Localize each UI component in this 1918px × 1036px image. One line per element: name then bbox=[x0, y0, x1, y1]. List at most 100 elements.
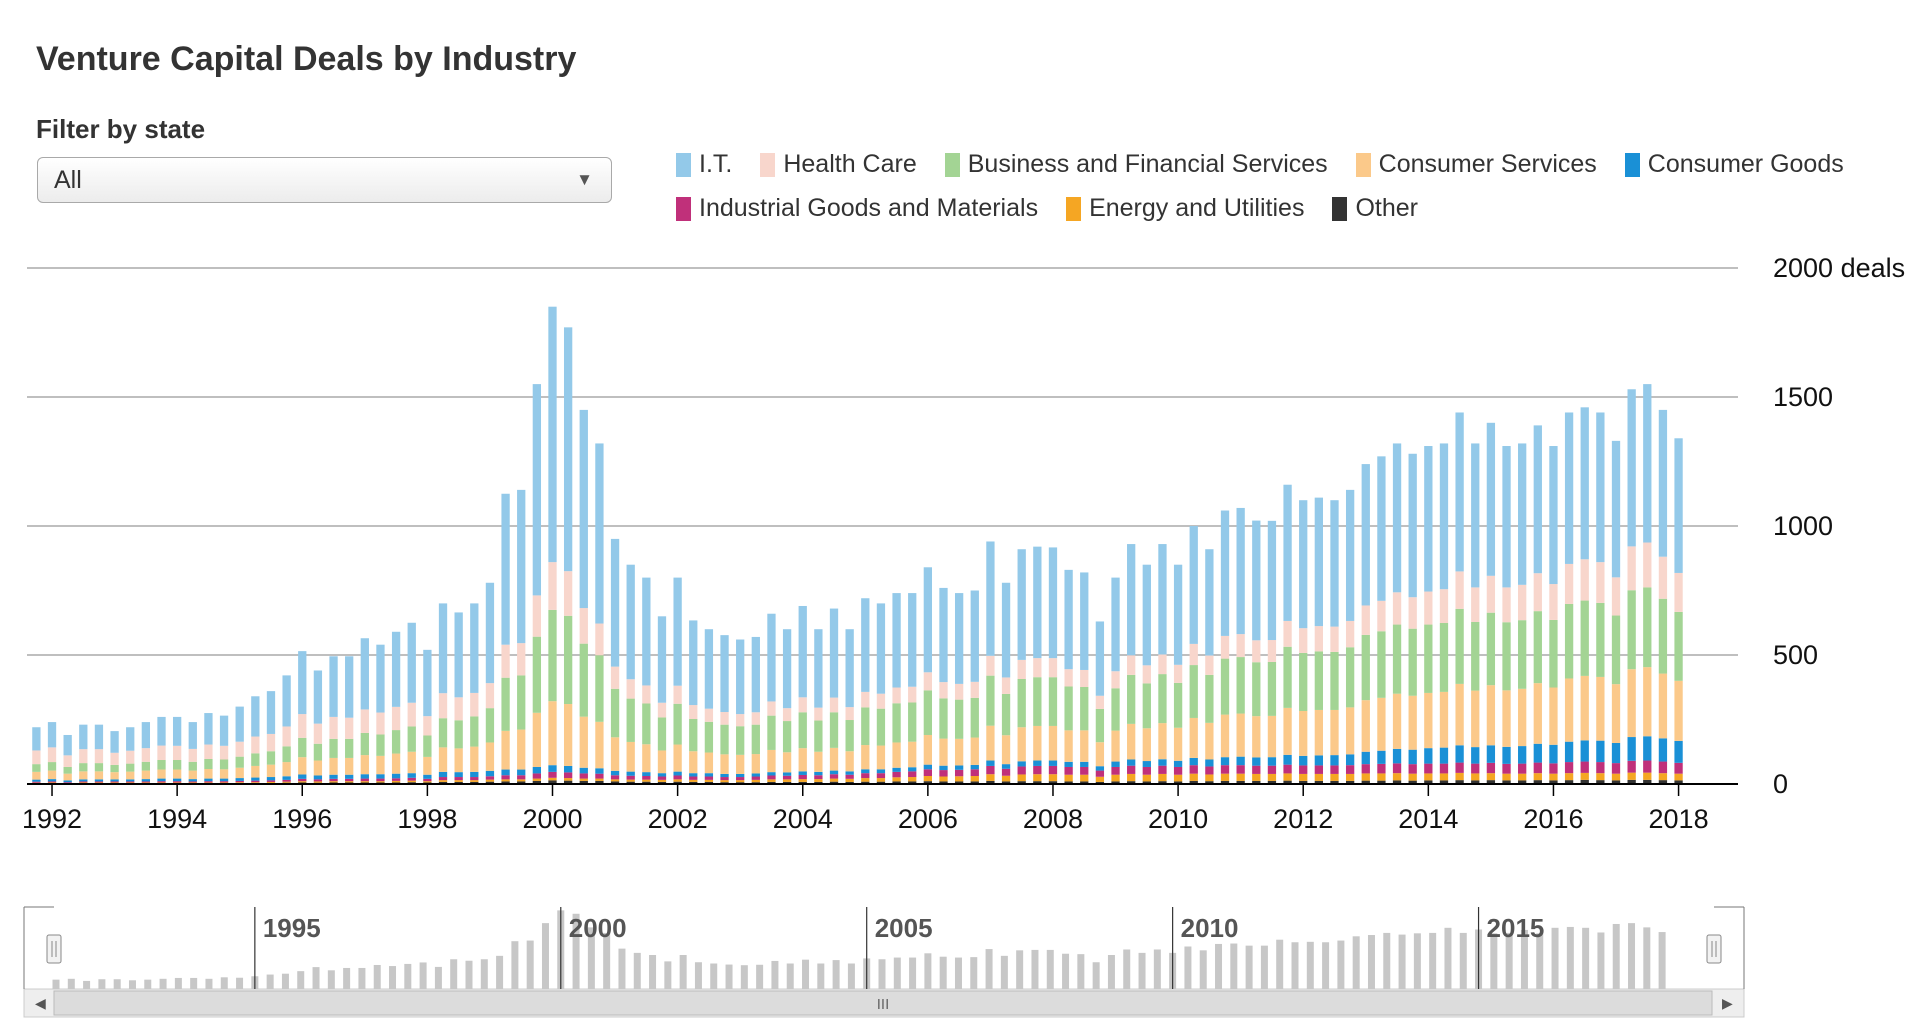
bar-segment[interactable] bbox=[704, 752, 714, 774]
bar-segment[interactable] bbox=[1502, 746, 1511, 764]
bar-segment[interactable] bbox=[908, 593, 917, 687]
bar-segment[interactable] bbox=[1596, 676, 1605, 741]
bar-segment[interactable] bbox=[1611, 780, 1621, 784]
bar-segment[interactable] bbox=[782, 721, 792, 753]
bar-segment[interactable] bbox=[376, 781, 385, 783]
bar-segment[interactable] bbox=[1502, 446, 1511, 588]
bar-segment[interactable] bbox=[298, 757, 307, 775]
bar-segment[interactable] bbox=[1220, 635, 1230, 659]
bar-segment[interactable] bbox=[79, 779, 88, 782]
bar-segment[interactable] bbox=[485, 779, 495, 782]
bar-segment[interactable] bbox=[1345, 647, 1355, 708]
bar-segment[interactable] bbox=[1142, 683, 1151, 729]
bar-segment[interactable] bbox=[517, 769, 526, 776]
bar-segment[interactable] bbox=[595, 655, 604, 722]
bar-segment[interactable] bbox=[94, 724, 104, 750]
bar-segment[interactable] bbox=[1424, 763, 1433, 774]
bar-segment[interactable] bbox=[532, 712, 542, 767]
bar-segment[interactable] bbox=[939, 781, 948, 784]
bar-segment[interactable] bbox=[1580, 740, 1589, 762]
bar-segment[interactable] bbox=[423, 756, 432, 775]
bar-segment[interactable] bbox=[923, 567, 933, 673]
bar-segment[interactable] bbox=[970, 776, 979, 782]
bar-segment[interactable] bbox=[298, 778, 307, 782]
bar-segment[interactable] bbox=[673, 779, 682, 782]
bar-segment[interactable] bbox=[1205, 549, 1214, 656]
bar-segment[interactable] bbox=[939, 765, 948, 771]
bar-segment[interactable] bbox=[423, 735, 432, 757]
bar-segment[interactable] bbox=[1252, 640, 1261, 663]
bar-segment[interactable] bbox=[1549, 619, 1558, 688]
bar-segment[interactable] bbox=[501, 779, 510, 782]
bar-segment[interactable] bbox=[345, 717, 354, 739]
bar-segment[interactable] bbox=[1127, 765, 1136, 774]
bar-segment[interactable] bbox=[172, 760, 182, 770]
bar-segment[interactable] bbox=[923, 776, 933, 782]
bar-segment[interactable] bbox=[313, 775, 323, 780]
bar-segment[interactable] bbox=[782, 772, 792, 776]
bar-segment[interactable] bbox=[876, 693, 886, 709]
bar-segment[interactable] bbox=[908, 771, 917, 778]
bar-segment[interactable] bbox=[1627, 389, 1636, 547]
bar-segment[interactable] bbox=[876, 708, 886, 746]
bar-segment[interactable] bbox=[1674, 740, 1683, 763]
bar-segment[interactable] bbox=[1127, 723, 1136, 760]
bar-segment[interactable] bbox=[454, 697, 463, 721]
bar-segment[interactable] bbox=[360, 778, 369, 782]
bar-segment[interactable] bbox=[1330, 626, 1339, 652]
bar-segment[interactable] bbox=[642, 772, 651, 777]
scroll-left-icon[interactable]: ◀ bbox=[35, 995, 46, 1011]
bar-segment[interactable] bbox=[157, 760, 166, 770]
bar-segment[interactable] bbox=[1142, 781, 1151, 784]
bar-segment[interactable] bbox=[1001, 781, 1011, 784]
bar-segment[interactable] bbox=[579, 608, 588, 644]
bar-segment[interactable] bbox=[1408, 749, 1417, 765]
bar-segment[interactable] bbox=[235, 780, 244, 783]
bar-segment[interactable] bbox=[1408, 628, 1417, 696]
bar-segment[interactable] bbox=[1080, 781, 1089, 784]
bar-segment[interactable] bbox=[1080, 730, 1089, 762]
bar-segment[interactable] bbox=[939, 698, 948, 739]
bar-segment[interactable] bbox=[1142, 728, 1151, 762]
bar-segment[interactable] bbox=[1611, 773, 1621, 781]
bar-segment[interactable] bbox=[1361, 751, 1370, 765]
bar-segment[interactable] bbox=[1095, 781, 1105, 784]
bar-segment[interactable] bbox=[501, 730, 510, 770]
bar-segment[interactable] bbox=[1048, 547, 1058, 659]
bar-segment[interactable] bbox=[1658, 761, 1668, 774]
bar-segment[interactable] bbox=[1345, 754, 1355, 766]
bar-segment[interactable] bbox=[970, 764, 979, 770]
bar-segment[interactable] bbox=[1596, 762, 1605, 774]
bar-segment[interactable] bbox=[720, 754, 729, 774]
bar-segment[interactable] bbox=[1205, 722, 1214, 760]
bar-segment[interactable] bbox=[1080, 774, 1089, 782]
bar-segment[interactable] bbox=[1111, 761, 1120, 767]
bar-segment[interactable] bbox=[1205, 774, 1214, 782]
bar-segment[interactable] bbox=[251, 736, 260, 754]
bar-segment[interactable] bbox=[1377, 600, 1386, 632]
bar-segment[interactable] bbox=[1439, 691, 1449, 748]
bar-segment[interactable] bbox=[1377, 773, 1386, 781]
bar-segment[interactable] bbox=[1111, 774, 1120, 782]
bar-segment[interactable] bbox=[235, 782, 244, 783]
bar-segment[interactable] bbox=[329, 716, 338, 739]
bar-segment[interactable] bbox=[1158, 674, 1167, 724]
bar-segment[interactable] bbox=[1330, 709, 1339, 756]
bar-segment[interactable] bbox=[579, 716, 588, 768]
bar-segment[interactable] bbox=[438, 693, 448, 719]
bar-segment[interactable] bbox=[970, 697, 979, 738]
bar-segment[interactable] bbox=[1502, 622, 1511, 691]
bar-segment[interactable] bbox=[767, 781, 776, 784]
bar-segment[interactable] bbox=[1299, 500, 1308, 629]
bar-segment[interactable] bbox=[548, 777, 557, 781]
bar-segment[interactable] bbox=[563, 571, 573, 616]
bar-segment[interactable] bbox=[626, 741, 635, 772]
bar-segment[interactable] bbox=[751, 754, 760, 774]
bar-segment[interactable] bbox=[94, 749, 104, 764]
bar-segment[interactable] bbox=[94, 779, 104, 782]
bar-segment[interactable] bbox=[172, 782, 182, 784]
bar-segment[interactable] bbox=[548, 771, 557, 778]
bar-segment[interactable] bbox=[1236, 780, 1245, 784]
bar-segment[interactable] bbox=[1455, 745, 1464, 763]
bar-segment[interactable] bbox=[1424, 692, 1433, 749]
